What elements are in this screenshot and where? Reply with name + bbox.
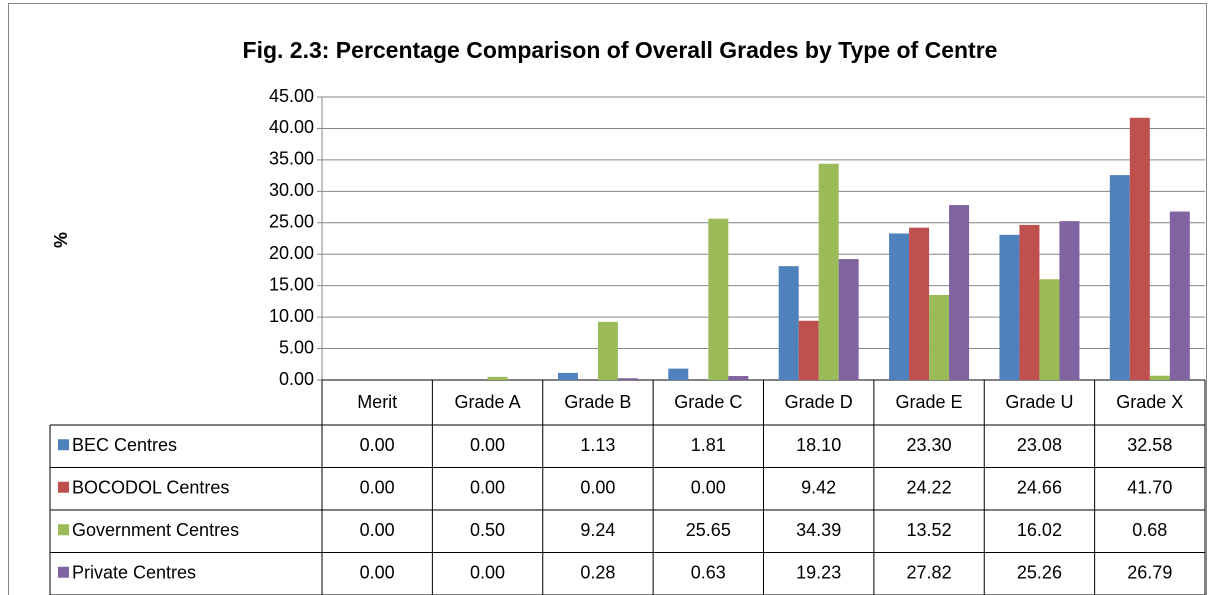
bar [557,372,578,380]
y-tick-label: 5.00 [279,337,314,357]
table-value: 25.65 [686,520,731,540]
y-tick-label: 20.00 [269,243,314,263]
x-tick-label: Grade D [785,392,853,412]
legend-swatch [58,439,69,451]
legend-label: BEC Centres [72,435,177,455]
bar [708,218,729,380]
bar [728,376,749,380]
table-value: 0.28 [580,563,615,583]
table-value: 1.81 [691,435,726,455]
table-value: 34.39 [796,520,841,540]
table-value: 23.08 [1017,435,1062,455]
bar [487,376,508,380]
legend-swatch [58,566,69,578]
x-tick-label: Grade U [1005,392,1073,412]
table-value: 0.50 [470,520,505,540]
table-value: 0.00 [470,563,505,583]
table-value: 24.22 [907,478,952,498]
bar [1109,175,1130,380]
bar [999,234,1020,380]
y-tick-label: 15.00 [269,274,314,294]
x-tick-label: Grade X [1116,392,1183,412]
legend-swatch [58,524,69,536]
x-tick-label: Grade C [674,392,742,412]
y-tick-label: 0.00 [279,369,314,389]
table-value: 24.66 [1017,478,1062,498]
table-value: 1.13 [580,435,615,455]
bar [798,320,819,380]
bar [1149,375,1170,380]
legend-label: Private Centres [72,563,196,583]
bar [1039,279,1060,380]
x-tick-label: Merit [357,392,397,412]
y-axis-label: % [51,232,71,248]
bar [1019,224,1040,380]
table-value: 0.00 [470,478,505,498]
x-tick-label: Grade B [564,392,631,412]
bar [1129,117,1150,381]
table-value: 18.10 [796,435,841,455]
bar [909,227,930,380]
x-tick-label: Grade A [455,392,521,412]
bar [1169,211,1190,380]
bar [929,294,950,380]
bar [668,368,689,380]
bar [838,259,859,380]
x-tick-label: Grade E [896,392,963,412]
y-tick-label: 10.00 [269,306,314,326]
bar [1059,221,1080,380]
table-value: 0.00 [360,520,395,540]
chart-border [8,3,1207,595]
table-value: 0.00 [580,478,615,498]
y-tick-label: 30.00 [269,180,314,200]
legend-swatch [58,481,69,493]
table-value: 9.24 [580,520,615,540]
table-value: 0.00 [470,435,505,455]
chart-title: Fig. 2.3: Percentage Comparison of Overa… [243,37,998,63]
table-value: 0.00 [360,478,395,498]
bar [617,378,638,380]
table-value: 19.23 [796,563,841,583]
legend-label: Government Centres [72,520,239,540]
table-value: 26.79 [1127,563,1172,583]
bar [597,321,618,380]
y-tick-label: 40.00 [269,117,314,137]
table-value: 9.42 [801,478,836,498]
y-tick-label: 25.00 [269,212,314,232]
y-tick-label: 45.00 [269,86,314,106]
bar [778,266,799,380]
table-value: 13.52 [907,520,952,540]
table-value: 27.82 [907,563,952,583]
table-value: 23.30 [907,435,952,455]
table-value: 32.58 [1127,435,1172,455]
table-value: 0.00 [691,478,726,498]
table-value: 0.68 [1132,520,1167,540]
table-value: 25.26 [1017,563,1062,583]
legend-label: BOCODOL Centres [72,478,229,498]
table-value: 16.02 [1017,520,1062,540]
bar [949,205,970,380]
y-tick-label: 35.00 [269,149,314,169]
table-value: 0.00 [360,563,395,583]
bar [889,233,910,380]
bar [818,163,839,380]
table-value: 0.00 [360,435,395,455]
table-value: 41.70 [1127,478,1172,498]
table-value: 0.63 [691,563,726,583]
